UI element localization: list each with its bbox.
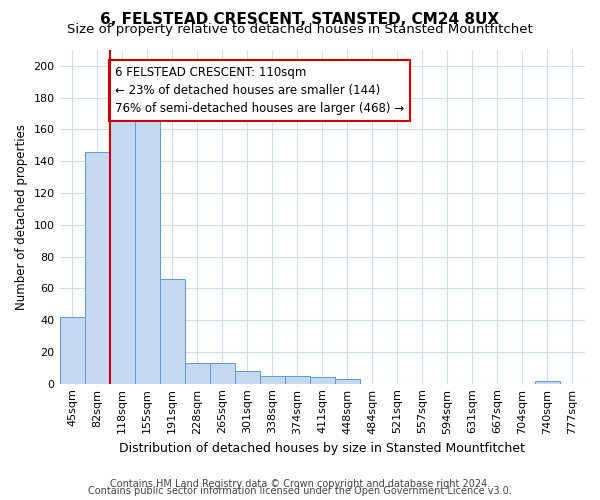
Text: Contains public sector information licensed under the Open Government Licence v3: Contains public sector information licen… bbox=[88, 486, 512, 496]
Text: Size of property relative to detached houses in Stansted Mountfitchet: Size of property relative to detached ho… bbox=[67, 22, 533, 36]
Bar bbox=[85, 152, 110, 384]
Text: 6, FELSTEAD CRESCENT, STANSTED, CM24 8UX: 6, FELSTEAD CRESCENT, STANSTED, CM24 8UX bbox=[100, 12, 500, 26]
Bar bbox=[209, 363, 235, 384]
Y-axis label: Number of detached properties: Number of detached properties bbox=[15, 124, 28, 310]
Bar bbox=[134, 116, 160, 384]
Bar bbox=[185, 363, 209, 384]
Bar bbox=[285, 376, 310, 384]
Bar bbox=[59, 317, 85, 384]
Text: Contains HM Land Registry data © Crown copyright and database right 2024.: Contains HM Land Registry data © Crown c… bbox=[110, 479, 490, 489]
X-axis label: Distribution of detached houses by size in Stansted Mountfitchet: Distribution of detached houses by size … bbox=[119, 442, 525, 455]
Text: 6 FELSTEAD CRESCENT: 110sqm
← 23% of detached houses are smaller (144)
76% of se: 6 FELSTEAD CRESCENT: 110sqm ← 23% of det… bbox=[115, 66, 404, 115]
Bar bbox=[260, 376, 285, 384]
Bar bbox=[110, 116, 134, 384]
Bar bbox=[310, 378, 335, 384]
Bar bbox=[235, 371, 260, 384]
Bar bbox=[160, 279, 185, 384]
Bar bbox=[335, 379, 360, 384]
Bar bbox=[535, 380, 560, 384]
